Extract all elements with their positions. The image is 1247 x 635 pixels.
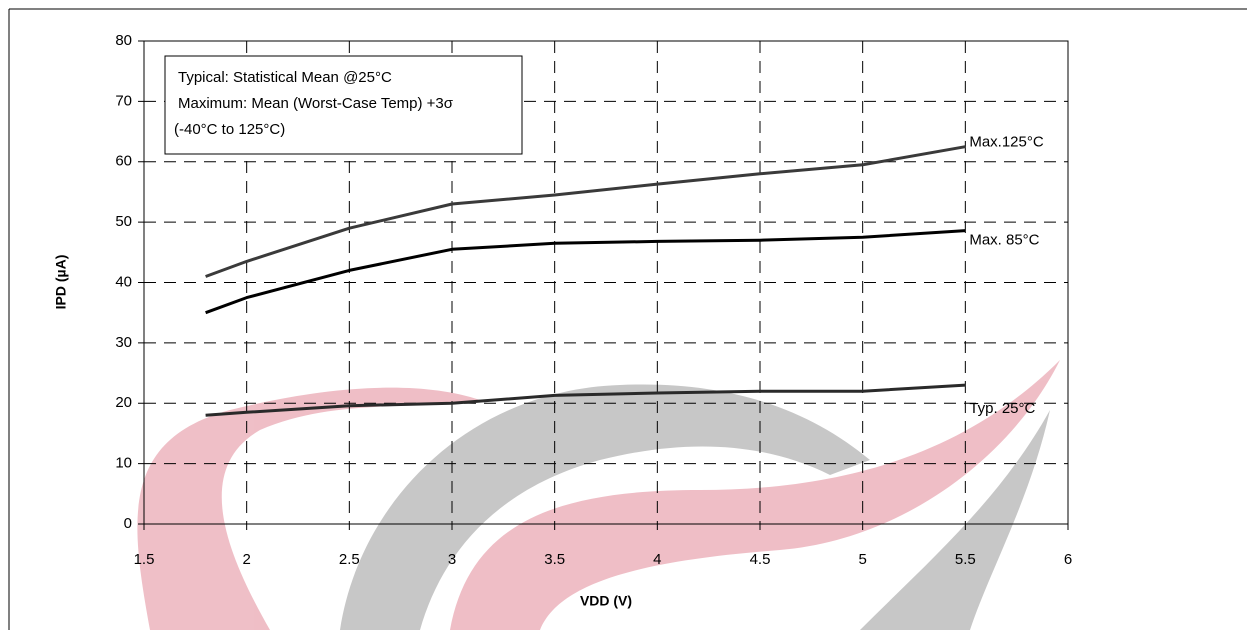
x-tick-label: 3 bbox=[448, 551, 456, 568]
y-tick-label: 20 bbox=[115, 394, 132, 411]
y-tick-label: 0 bbox=[124, 515, 132, 532]
x-tick-label: 1.5 bbox=[134, 551, 155, 568]
x-tick-label: 4.5 bbox=[750, 551, 771, 568]
annotation: Typical: Statistical Mean @25°C bbox=[178, 69, 392, 86]
y-tick-label: 40 bbox=[115, 273, 132, 290]
series-line bbox=[205, 229, 966, 315]
x-tick-label: 2.5 bbox=[339, 551, 360, 568]
x-tick-label: 6 bbox=[1064, 551, 1072, 568]
y-tick-label: 50 bbox=[115, 213, 132, 230]
x-tick-label: 5 bbox=[858, 551, 866, 568]
y-tick-label: 70 bbox=[115, 92, 132, 109]
series-label: Max. 85°C bbox=[969, 232, 1039, 249]
x-tick-label: 3.5 bbox=[544, 551, 565, 568]
x-tick-label: 4 bbox=[653, 551, 661, 568]
annotation-box bbox=[164, 55, 523, 155]
annotation: Maximum: Mean (Worst-Case Temp) +3σ bbox=[178, 95, 454, 112]
y-tick-label: 30 bbox=[115, 334, 132, 351]
x-tick-label: 5.5 bbox=[955, 551, 976, 568]
series-line bbox=[205, 145, 966, 278]
annotation: (-40°C to 125°C) bbox=[174, 121, 285, 138]
y-axis-label: IPD (µA) bbox=[53, 255, 69, 310]
x-axis-label: VDD (V) bbox=[580, 593, 632, 609]
y-tick-label: 80 bbox=[115, 32, 132, 49]
series-line bbox=[205, 383, 966, 417]
watermark bbox=[137, 360, 1060, 630]
y-tick-label: 60 bbox=[115, 153, 132, 170]
x-tick-label: 2 bbox=[242, 551, 250, 568]
series-label: Typ. 25°C bbox=[969, 400, 1035, 417]
y-tick-label: 10 bbox=[115, 455, 132, 472]
series-label: Max.125°C bbox=[969, 134, 1044, 151]
